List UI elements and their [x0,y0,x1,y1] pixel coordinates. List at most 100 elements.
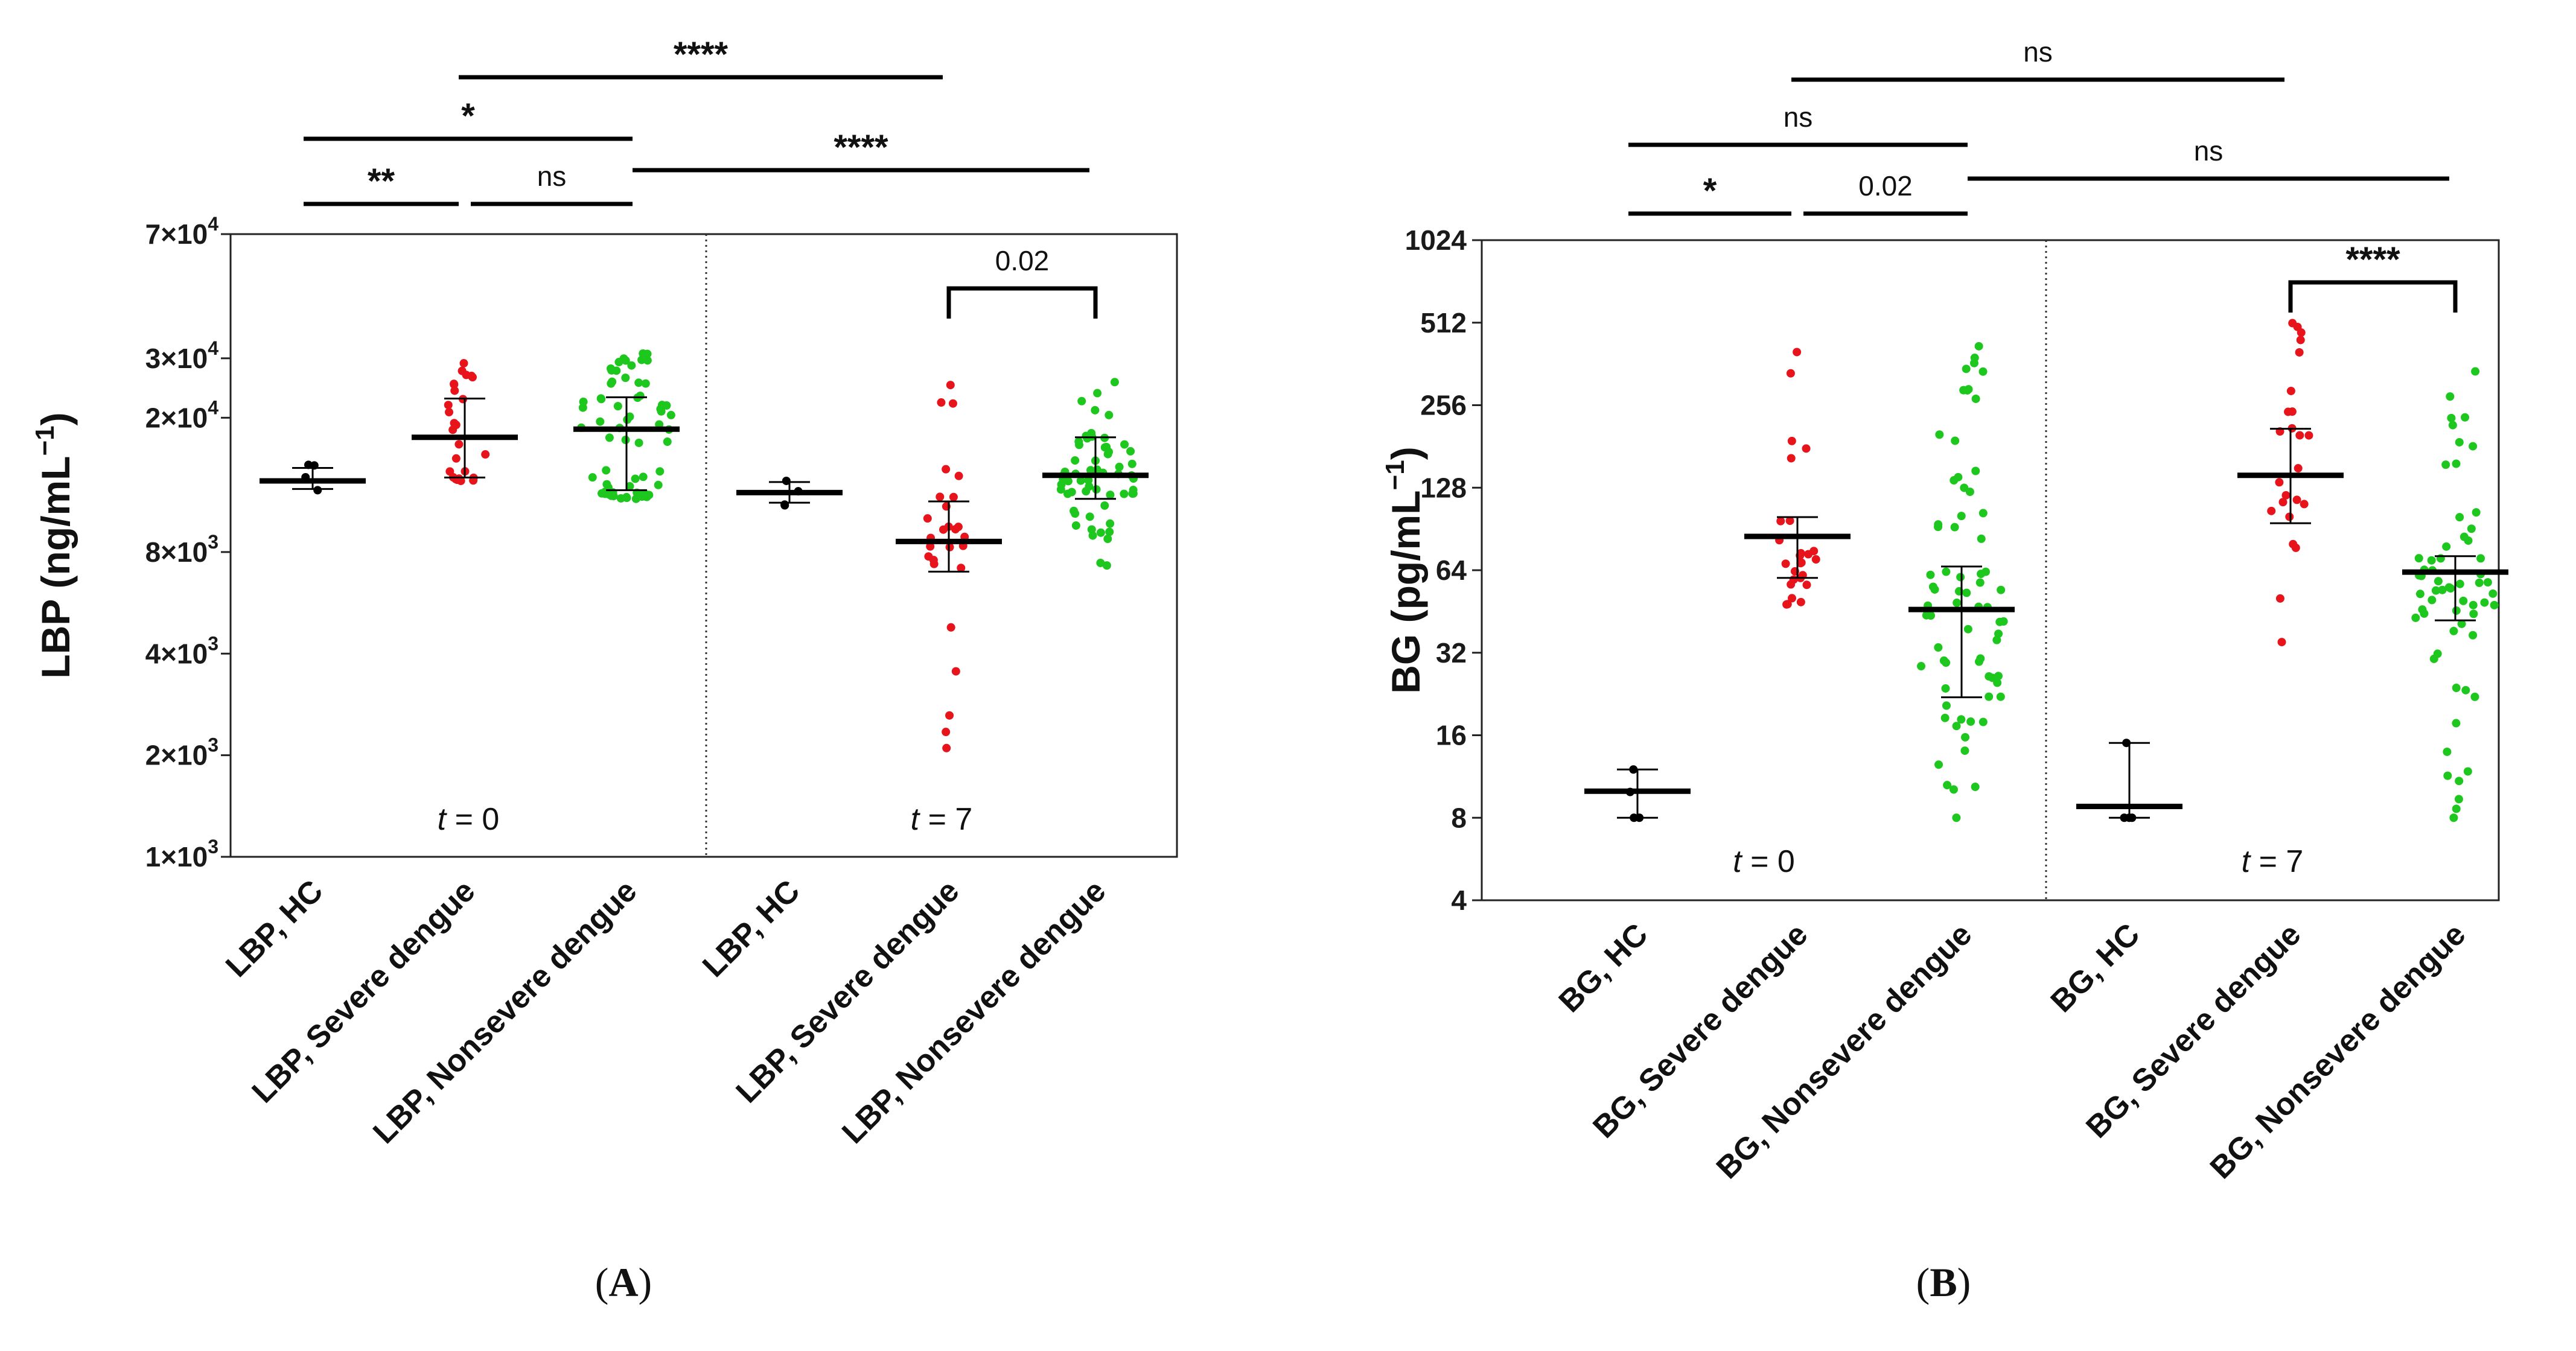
data-point [1781,559,1790,568]
data-point [588,473,597,482]
data-point [579,397,588,406]
data-point [2452,684,2461,693]
data-point [942,465,951,474]
data-point [2295,348,2304,357]
data-point [2448,421,2457,430]
significance-label: 0.02 [995,245,1050,276]
data-point [640,489,649,498]
data-point [2452,804,2461,813]
panel-label-open: ( [1916,1259,1930,1305]
y-tick-mantissa: 1024 [1405,224,1467,256]
y-tick-mantissa: 2×10 [145,740,208,771]
panel-label: (B) [1916,1259,1971,1305]
data-point [1965,488,1974,497]
y-tick-label: 16 [1436,720,1467,751]
data-point [2455,513,2464,522]
data-point [2459,596,2468,605]
x-category-label: LBP, HC [219,873,330,984]
data-point [621,374,630,383]
data-point [2461,413,2470,422]
x-category-label: LBP, Nonsevere dengue [835,873,1112,1150]
data-point [937,398,946,407]
y-axis-label-close: ) [33,412,78,425]
data-point [1942,658,1951,667]
data-point [946,623,955,632]
data-point [1087,428,1096,437]
data-point [2304,431,2313,440]
data-point [450,386,459,395]
y-tick-mantissa: 2×10 [145,402,208,433]
timepoint-value: = 7 [919,802,972,837]
data-point [2415,590,2425,599]
data-point [1776,517,1785,526]
y-axis-label-sup: −1 [1380,460,1410,490]
data-point [462,370,471,380]
data-point [1085,512,1094,521]
timepoint-var: t [1733,844,1743,879]
data-point [946,381,955,390]
data-point [1952,813,1961,822]
data-point [1074,440,1083,450]
data-point [2441,460,2450,469]
y-tick-label: 8 [1451,802,1467,833]
data-point [1787,454,1796,463]
data-point [1076,476,1085,485]
data-point [1106,519,1115,528]
data-point [1092,485,1101,494]
data-point [1115,462,1124,471]
data-point [1120,440,1129,449]
y-tick-mantissa: 4×10 [145,638,208,669]
data-point [2443,771,2452,780]
y-tick-label: 256 [1420,390,1467,421]
data-point [2446,392,2455,401]
data-point [936,492,945,501]
data-point [2427,556,2436,565]
data-point [2452,459,2461,468]
data-point [1088,531,1097,540]
y-tick-mantissa: 16 [1436,720,1467,751]
data-point [1940,713,1950,722]
data-point [1957,715,1966,724]
data-point [1126,447,1135,456]
data-point [1963,625,1972,634]
data-point [1956,573,1965,582]
data-point [1942,567,1951,576]
data-point [1976,654,1985,663]
significance-label: **** [834,128,888,167]
data-point [655,467,665,476]
data-point [619,354,628,363]
data-point [1796,597,1805,606]
data-point [2284,407,2293,416]
data-point [1071,521,1080,530]
data-point [1129,486,1138,495]
data-point [1985,692,1994,701]
data-point [654,480,663,489]
data-point [1970,354,1979,363]
data-point [444,401,453,410]
data-point [1071,456,1080,465]
y-tick-exponent: 3 [208,531,218,553]
data-point [942,743,951,752]
data-point [450,380,459,389]
y-tick-mantissa: 256 [1420,390,1467,421]
data-point [2438,585,2447,594]
significance-label: ** [368,162,395,201]
data-point [1995,617,2004,626]
data-point [945,711,954,720]
data-point [1957,512,1966,521]
data-point [2428,596,2437,605]
y-tick-mantissa: 3×10 [145,343,208,374]
data-point [596,394,605,403]
data-point [1100,443,1109,452]
y-axis-label-sup: −1 [30,425,60,456]
y-axis-label-text: BG (pg/mL [1383,490,1428,693]
data-point [1977,534,1986,543]
x-category-label: BG, HC [2044,917,2147,1019]
data-point [639,472,648,482]
y-tick-exponent: 3 [208,632,218,654]
data-point [1975,578,1985,587]
data-point [1785,517,1794,526]
panel-label: (A) [595,1259,652,1305]
data-point [1978,509,1988,518]
y-tick-label: 64 [1436,555,1467,586]
